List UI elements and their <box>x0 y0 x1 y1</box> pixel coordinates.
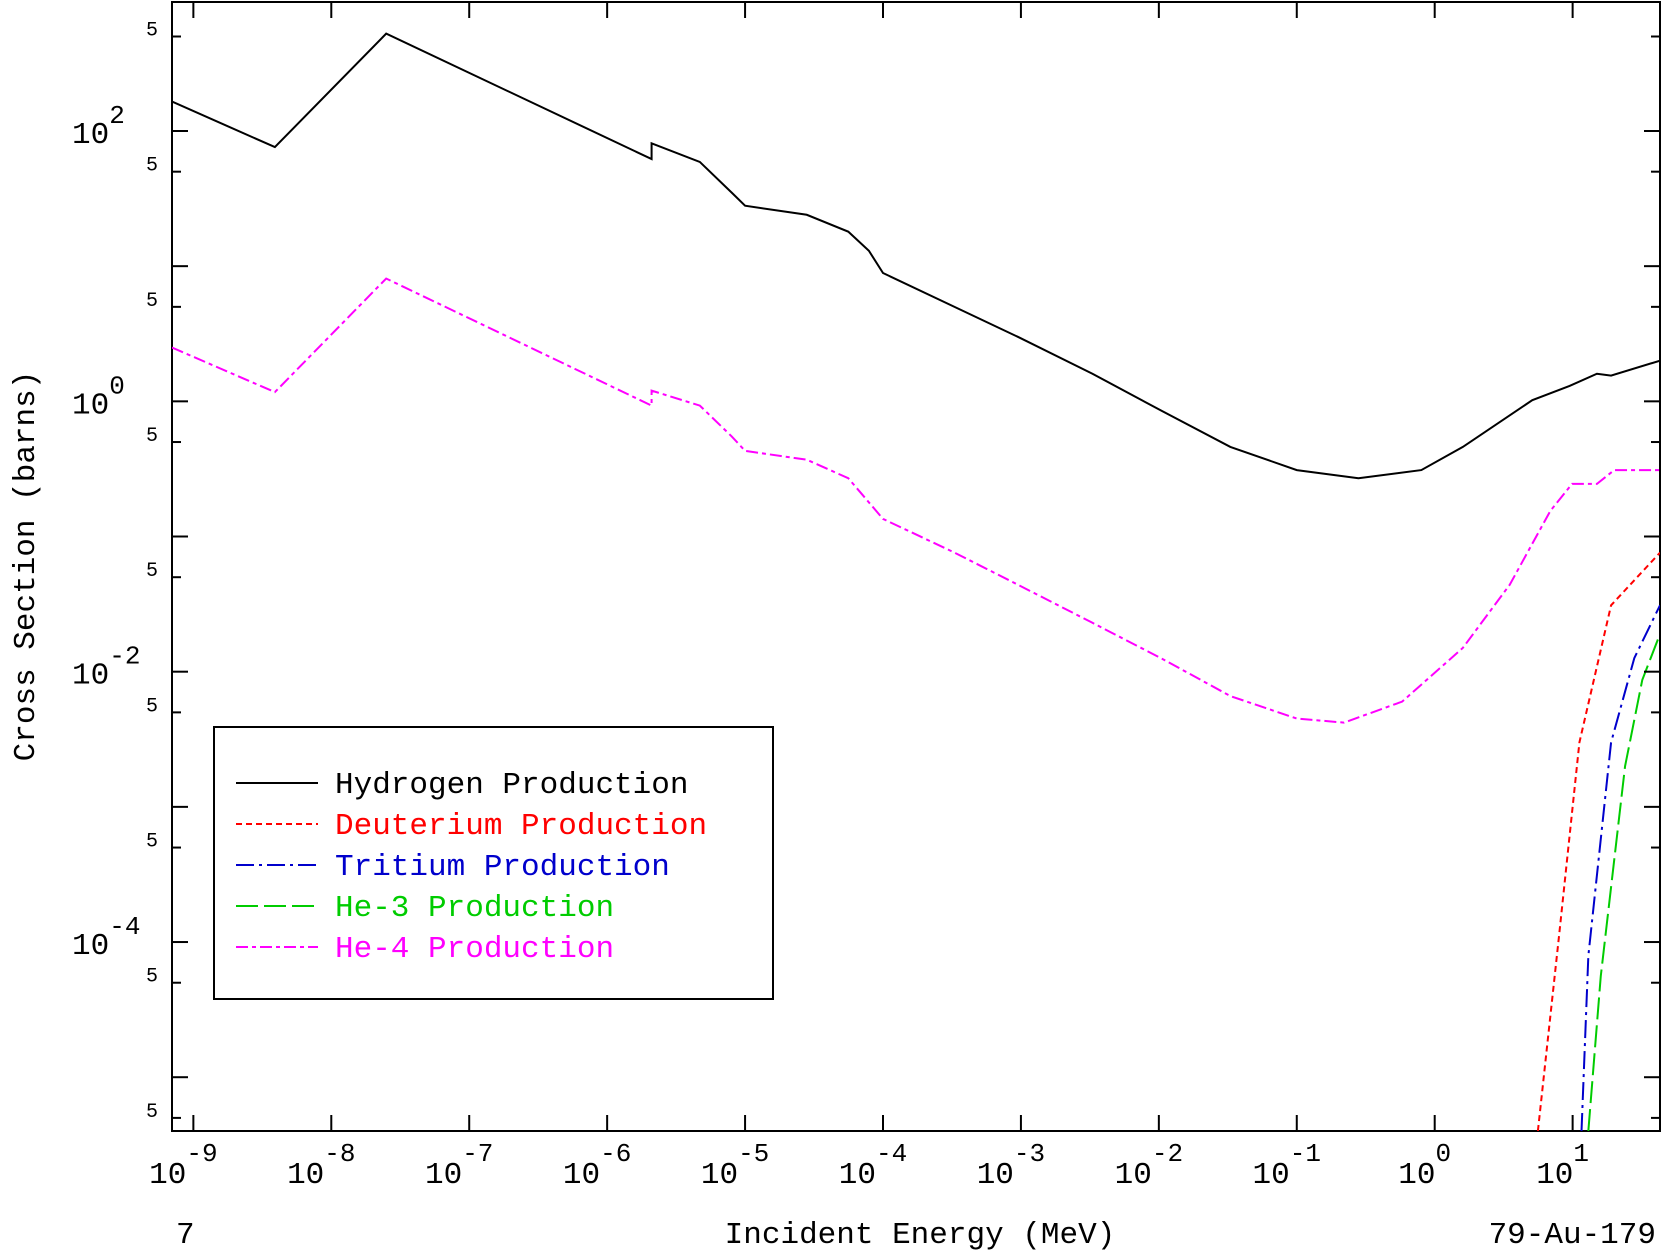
footer-right: 79-Au-179 <box>1489 1218 1656 1252</box>
x-tick-base: 10 <box>1398 1158 1435 1193</box>
plot-frame <box>171 1 1661 1132</box>
x-tick-exponent: -3 <box>1014 1139 1045 1169</box>
x-tick-exponent: -8 <box>324 1139 355 1169</box>
x-tick-exponent: 1 <box>1573 1139 1589 1169</box>
y-tick-base: 10 <box>72 659 109 694</box>
y-tick-label: 5 <box>146 560 158 583</box>
y-tick-label: 100 <box>72 371 125 423</box>
x-tick-label: 10-9 <box>149 1139 217 1193</box>
x-tick-label: 100 <box>1398 1139 1451 1193</box>
x-tick-exponent: 0 <box>1436 1139 1452 1169</box>
y-tick-label: 10-4 <box>72 912 140 964</box>
y-tick-label: 5 <box>146 290 158 313</box>
x-tick-base: 10 <box>425 1158 462 1193</box>
x-tick-base: 10 <box>1536 1158 1573 1193</box>
legend-label: Tritium Production <box>335 850 670 885</box>
series-line <box>1587 633 1660 1131</box>
y-tick-label: 5 <box>146 1101 158 1124</box>
x-axis-label: Incident Energy (MeV) <box>725 1218 1116 1252</box>
x-tick-label: 10-6 <box>563 1139 631 1193</box>
y-tick-label: 5 <box>146 155 158 178</box>
y-tick-label: 5 <box>146 831 158 854</box>
x-tick-label: 10-7 <box>425 1139 493 1193</box>
series-line <box>172 32 1660 480</box>
x-tick-exponent: -9 <box>186 1139 217 1169</box>
y-tick-label: 102 <box>72 101 125 153</box>
y-tick-label: 10-2 <box>72 642 140 694</box>
x-tick-base: 10 <box>287 1158 324 1193</box>
x-tick-base: 10 <box>1115 1158 1152 1193</box>
x-tick-base: 10 <box>1253 1158 1290 1193</box>
legend-label: He-4 Production <box>335 932 614 967</box>
footer-left: 7 <box>176 1218 195 1252</box>
y-tick-exponent: -4 <box>109 912 140 942</box>
series-line <box>1580 604 1660 1131</box>
x-tick-label: 10-5 <box>701 1139 769 1193</box>
y-tick-exponent: 0 <box>109 371 125 401</box>
x-tick-label: 10-2 <box>1115 1139 1183 1193</box>
x-tick-exponent: -1 <box>1290 1139 1321 1169</box>
x-tick-label: 101 <box>1536 1139 1589 1193</box>
series-line <box>1536 551 1660 1131</box>
x-tick-base: 10 <box>839 1158 876 1193</box>
series-line <box>172 277 1660 724</box>
y-tick-exponent: 2 <box>109 101 125 131</box>
legend-label: Hydrogen Production <box>335 768 688 803</box>
x-tick-label: 10-1 <box>1253 1139 1321 1193</box>
y-tick-base: 10 <box>72 929 109 964</box>
plot-area <box>172 32 1660 1131</box>
y-tick-label: 5 <box>146 695 158 718</box>
legend-box <box>213 726 774 1000</box>
x-tick-exponent: -2 <box>1152 1139 1183 1169</box>
x-tick-base: 10 <box>149 1158 186 1193</box>
x-tick-label: 10-3 <box>977 1139 1045 1193</box>
y-tick-base: 10 <box>72 118 109 153</box>
y-tick-exponent: -2 <box>109 642 140 672</box>
x-tick-exponent: -5 <box>738 1139 769 1169</box>
x-tick-label: 10-8 <box>287 1139 355 1193</box>
y-tick-label: 5 <box>146 966 158 989</box>
x-tick-base: 10 <box>701 1158 738 1193</box>
y-tick-label: 5 <box>146 20 158 43</box>
legend-label: He-3 Production <box>335 891 614 926</box>
x-tick-label: 10-4 <box>839 1139 907 1193</box>
legend-label: Deuterium Production <box>335 809 707 844</box>
y-tick-label: 5 <box>146 425 158 448</box>
x-tick-exponent: -6 <box>600 1139 631 1169</box>
x-tick-base: 10 <box>977 1158 1014 1193</box>
x-tick-base: 10 <box>563 1158 600 1193</box>
x-tick-exponent: -4 <box>876 1139 907 1169</box>
y-axis-label: Cross Section (barns) <box>9 371 44 762</box>
x-tick-exponent: -7 <box>462 1139 493 1169</box>
y-tick-base: 10 <box>72 388 109 423</box>
